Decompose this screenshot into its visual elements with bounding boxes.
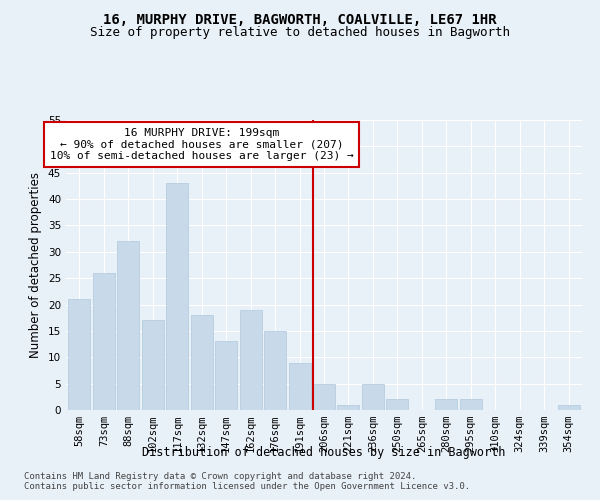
Text: Distribution of detached houses by size in Bagworth: Distribution of detached houses by size … (142, 446, 506, 459)
Bar (435, 400, 457, 410)
Text: Contains HM Land Registry data © Crown copyright and database right 2024.: Contains HM Land Registry data © Crown c… (24, 472, 416, 481)
Bar (557, 404, 580, 410)
Bar (215, 342, 237, 410)
Text: 16 MURPHY DRIVE: 199sqm
← 90% of detached houses are smaller (207)
10% of semi-d: 16 MURPHY DRIVE: 199sqm ← 90% of detache… (50, 128, 353, 161)
Bar (118, 242, 139, 410)
Text: 16, MURPHY DRIVE, BAGWORTH, COALVILLE, LE67 1HR: 16, MURPHY DRIVE, BAGWORTH, COALVILLE, L… (103, 12, 497, 26)
Bar (142, 320, 164, 410)
Bar (460, 400, 482, 410)
Bar (264, 331, 286, 410)
Bar (166, 184, 188, 410)
Bar (68, 300, 91, 410)
Bar (239, 310, 262, 410)
Bar (191, 315, 213, 410)
Y-axis label: Number of detached properties: Number of detached properties (29, 172, 43, 358)
Bar (386, 400, 409, 410)
Text: Size of property relative to detached houses in Bagworth: Size of property relative to detached ho… (90, 26, 510, 39)
Bar (289, 362, 311, 410)
Bar (362, 384, 384, 410)
Text: Contains public sector information licensed under the Open Government Licence v3: Contains public sector information licen… (24, 482, 470, 491)
Bar (337, 404, 359, 410)
Bar (313, 384, 335, 410)
Bar (93, 273, 115, 410)
